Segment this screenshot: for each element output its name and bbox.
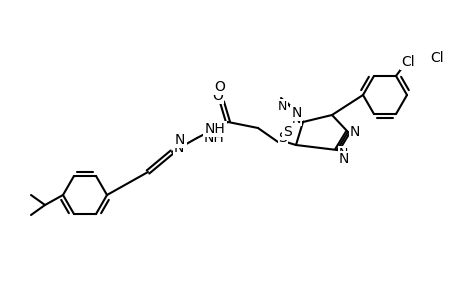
Text: O: O bbox=[212, 89, 223, 103]
Text: N: N bbox=[174, 133, 185, 147]
Text: N: N bbox=[277, 100, 286, 112]
Text: S: S bbox=[282, 125, 291, 139]
Text: N: N bbox=[174, 141, 184, 155]
Text: N: N bbox=[338, 146, 347, 160]
Text: Cl: Cl bbox=[400, 55, 414, 69]
Text: N: N bbox=[349, 125, 359, 139]
Text: O: O bbox=[214, 80, 225, 94]
Text: Cl: Cl bbox=[429, 51, 442, 65]
Text: S: S bbox=[278, 131, 287, 145]
Text: N: N bbox=[350, 125, 359, 139]
Text: NH: NH bbox=[205, 122, 225, 136]
Text: N: N bbox=[291, 106, 302, 120]
Text: NH: NH bbox=[203, 131, 224, 145]
Text: N: N bbox=[291, 112, 300, 125]
Text: N: N bbox=[338, 152, 349, 166]
